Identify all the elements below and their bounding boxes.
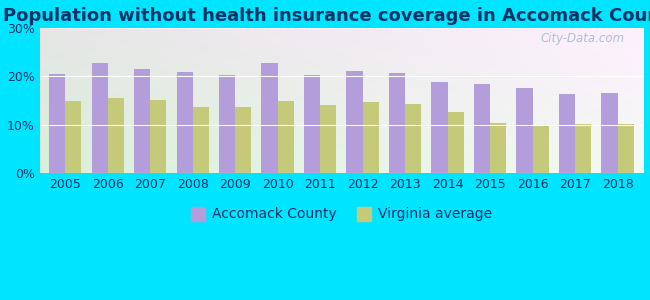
Bar — [65, 101, 81, 173]
Bar — [618, 124, 634, 173]
Bar — [134, 69, 150, 173]
Bar — [389, 74, 405, 173]
Bar — [261, 63, 278, 173]
Bar — [490, 123, 506, 173]
Bar — [108, 98, 124, 173]
Bar — [448, 112, 463, 173]
Bar — [346, 71, 363, 173]
Bar — [559, 94, 575, 173]
Bar — [177, 72, 192, 173]
Bar — [304, 75, 320, 173]
Bar — [405, 104, 421, 173]
Legend: Accomack County, Virginia average: Accomack County, Virginia average — [185, 201, 498, 227]
Bar — [432, 82, 448, 173]
Bar — [150, 100, 166, 173]
Bar — [92, 63, 108, 173]
Bar — [517, 88, 532, 173]
Bar — [49, 74, 65, 173]
Bar — [575, 124, 592, 173]
Bar — [192, 107, 209, 173]
Bar — [235, 107, 252, 173]
Bar — [320, 105, 336, 173]
Bar — [363, 102, 379, 173]
Title: Population without health insurance coverage in Accomack County: Population without health insurance cove… — [3, 7, 650, 25]
Text: City-Data.com: City-Data.com — [541, 32, 625, 45]
Bar — [219, 75, 235, 173]
Bar — [532, 126, 549, 173]
Bar — [278, 101, 294, 173]
Bar — [474, 84, 490, 173]
Bar — [601, 93, 618, 173]
